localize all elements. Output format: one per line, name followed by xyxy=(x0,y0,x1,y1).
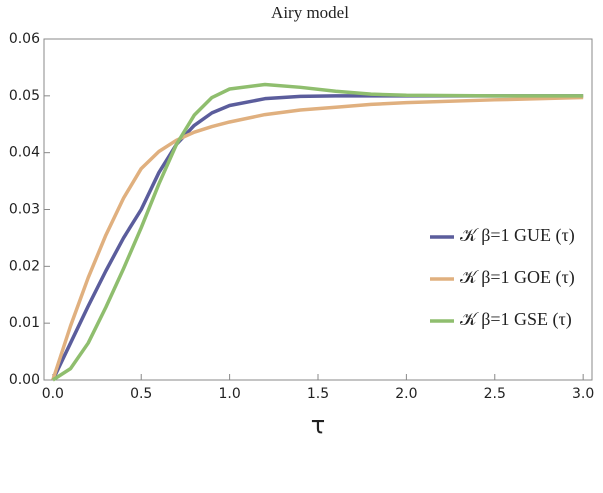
y-tick-label: 0.01 xyxy=(9,315,40,331)
x-tick-label: 0.5 xyxy=(130,386,152,402)
x-tick-label: 0.0 xyxy=(42,386,64,402)
x-tick-label: 2.5 xyxy=(484,386,506,402)
chart-title: Airy model xyxy=(271,3,349,22)
legend-label: 𝒦 β=1 GUE (τ) xyxy=(460,225,575,246)
x-tick-label: 1.5 xyxy=(307,386,329,402)
y-tick-label: 0.00 xyxy=(9,372,40,388)
legend-label: 𝒦 β=1 GSE (τ) xyxy=(460,309,572,330)
legend-label: 𝒦 β=1 GOE (τ) xyxy=(460,267,575,288)
y-tick-label: 0.05 xyxy=(9,88,40,104)
series-line xyxy=(51,82,584,382)
y-tick-label: 0.06 xyxy=(9,31,40,47)
series-line xyxy=(51,95,584,381)
y-tick-label: 0.03 xyxy=(9,202,40,218)
x-tick-label: 1.0 xyxy=(218,386,240,402)
x-tick-label: 2.0 xyxy=(395,386,417,402)
y-tick-label: 0.02 xyxy=(9,258,40,274)
y-tick-label: 0.04 xyxy=(9,145,40,161)
x-tick-label: 3.0 xyxy=(572,386,594,402)
x-axis-label: τ xyxy=(311,411,325,439)
